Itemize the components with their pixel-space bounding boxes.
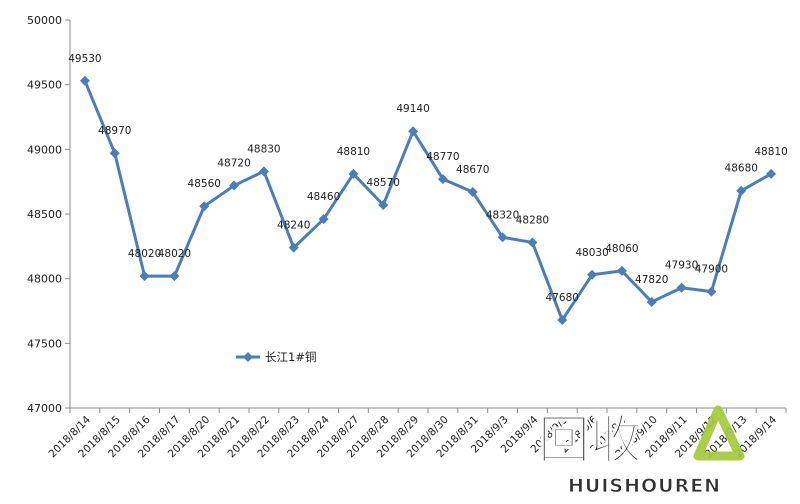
- data-point-marker: [378, 199, 389, 210]
- data-label: 48720: [217, 158, 250, 170]
- series-layer: [79, 75, 777, 326]
- data-point-marker: [169, 271, 180, 282]
- series-line: [83, 80, 772, 322]
- data-label: 48030: [575, 247, 608, 259]
- data-point-marker: [318, 214, 329, 225]
- y-tick-label: 47000: [27, 402, 62, 415]
- data-point-marker: [199, 201, 210, 212]
- data-point-marker: [497, 232, 508, 243]
- data-label: 48280: [516, 214, 549, 226]
- data-point-marker: [288, 242, 299, 253]
- data-label: 49140: [396, 103, 429, 115]
- data-label: 48020: [128, 248, 161, 260]
- data-point-marker: [348, 168, 359, 179]
- data-label: 48680: [725, 163, 758, 175]
- data-label: 47680: [546, 292, 579, 304]
- watermark-logo: 回收 HUISHOUREN: [537, 405, 745, 497]
- data-point-marker: [676, 282, 687, 293]
- watermark-cn-text: 回收: [538, 411, 642, 471]
- data-point-marker: [437, 174, 448, 185]
- data-label: 48240: [277, 220, 310, 232]
- data-point-marker: [139, 271, 150, 282]
- data-label: 48670: [456, 164, 489, 176]
- y-tick-label: 48000: [27, 273, 62, 286]
- data-point-marker: [587, 269, 598, 280]
- watermark-mark-icon: [693, 405, 745, 461]
- data-point-marker: [109, 148, 120, 159]
- data-label: 48060: [605, 243, 638, 255]
- data-point-marker: [646, 296, 657, 307]
- watermark-en-text: HUISHOUREN: [568, 475, 721, 497]
- data-point-marker: [706, 286, 717, 297]
- data-label: 48770: [426, 151, 459, 163]
- legend-marker-swatch: [243, 352, 253, 362]
- data-label: 48970: [98, 125, 131, 137]
- legend: 长江1#铜: [236, 350, 316, 364]
- data-point-marker: [616, 265, 627, 276]
- data-label: 48320: [486, 209, 519, 221]
- data-point-marker: [527, 237, 538, 248]
- y-tick-label: 48500: [27, 208, 62, 221]
- data-label: 48830: [247, 143, 280, 155]
- y-tick-label: 49000: [27, 143, 62, 156]
- data-label: 48020: [158, 248, 191, 260]
- data-label: 48810: [754, 146, 787, 158]
- data-label: 48560: [188, 178, 221, 190]
- y-tick-label: 47500: [27, 337, 62, 350]
- data-label: 48460: [307, 191, 340, 203]
- data-point-marker: [736, 185, 747, 196]
- data-point-marker: [766, 168, 777, 179]
- data-label: 47900: [695, 264, 728, 276]
- data-point-marker: [229, 180, 240, 191]
- data-point-marker: [258, 166, 269, 177]
- y-tick-label: 50000: [27, 14, 62, 27]
- data-label: 47820: [635, 274, 668, 286]
- data-label: 48570: [367, 177, 400, 189]
- data-label: 48810: [337, 146, 370, 158]
- data-point-marker: [467, 187, 478, 198]
- data-point-marker: [408, 126, 419, 137]
- data-point-marker: [557, 315, 568, 326]
- data-label: 47930: [665, 260, 698, 272]
- legend-label: 长江1#铜: [265, 350, 316, 364]
- data-label: 49530: [68, 53, 101, 65]
- data-point-marker: [79, 75, 90, 86]
- y-tick-label: 49500: [27, 79, 62, 92]
